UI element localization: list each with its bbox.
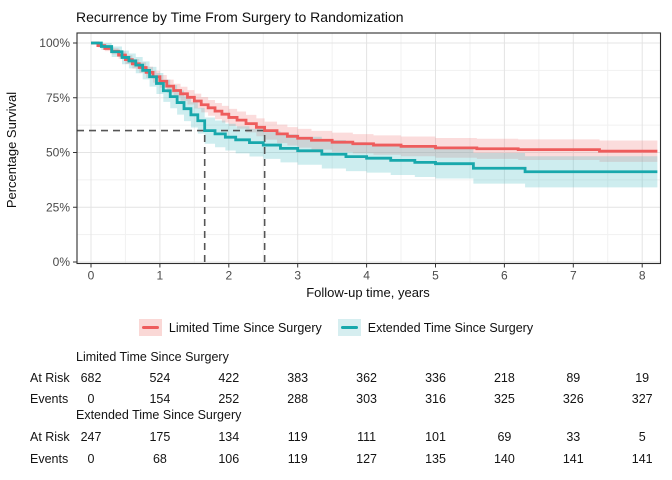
x-axis-title: Follow-up time, years <box>306 285 430 300</box>
risk-value: 303 <box>356 392 378 406</box>
legend-label-limited: Limited Time Since Surgery <box>168 320 322 335</box>
risk-value: 135 <box>425 452 446 466</box>
risk-value: 218 <box>493 371 515 385</box>
risk-value: 288 <box>287 392 309 406</box>
risk-value: 175 <box>149 430 171 444</box>
risk-value: 141 <box>631 452 653 466</box>
km-step-line <box>91 41 658 153</box>
risk-value: 252 <box>218 392 240 406</box>
median-guide-lines <box>77 129 266 262</box>
risk-value: 89 <box>566 371 581 385</box>
legend-item-limited: Limited Time Since Surgery <box>138 319 322 336</box>
legend-item-extended: Extended Time Since Surgery <box>337 319 534 336</box>
km-step-line <box>91 41 658 174</box>
risk-value: 127 <box>356 452 378 466</box>
risk-value: 111 <box>357 430 377 444</box>
risk-value: 119 <box>287 430 308 444</box>
risk-value: 0 <box>87 452 95 466</box>
risk-value: 422 <box>218 371 240 385</box>
y-tick-label: 75% <box>46 91 70 105</box>
risk-value: 336 <box>425 371 446 385</box>
x-tick-label: 3 <box>294 269 301 283</box>
risk-value: 326 <box>562 392 584 406</box>
risk-value: 141 <box>562 452 584 466</box>
x-tick-label: 5 <box>432 269 439 283</box>
y-tick-label: 50% <box>46 146 70 160</box>
x-tick-label: 7 <box>570 269 577 283</box>
risk-value: 682 <box>80 371 102 385</box>
risk-value: 140 <box>493 452 515 466</box>
x-tick-label: 4 <box>363 269 370 283</box>
page-title: Recurrence by Time From Surgery to Rando… <box>76 9 404 25</box>
x-tick-label: 8 <box>639 269 646 283</box>
risk-row-label: At Risk <box>30 371 70 385</box>
x-tick-label: 6 <box>501 269 508 283</box>
axis-ticks-labels: 0 1 2 3 4 5 6 7 8 0% 25% 50% 75% 100% <box>39 36 646 283</box>
y-tick-label: 25% <box>46 200 70 214</box>
risk-value: 106 <box>218 452 240 466</box>
survival-curves <box>91 41 658 174</box>
gridlines-minor <box>77 33 661 264</box>
risk-value: 134 <box>218 430 240 444</box>
risk-value: 247 <box>80 430 102 444</box>
risk-value: 19 <box>635 371 650 385</box>
risk-value: 0 <box>87 392 95 406</box>
km-chart: 0 1 2 3 4 5 6 7 8 0% 25% 50% 75% 100% Follow-up time,… <box>4 32 662 300</box>
risk-value: 101 <box>425 430 446 444</box>
gridlines-major <box>77 33 661 264</box>
panel-border <box>76 32 662 265</box>
risk-group-header: Limited Time Since Surgery <box>76 350 229 364</box>
risk-row-label: At Risk <box>30 430 70 444</box>
risk-row-label: Events <box>30 452 69 466</box>
y-axis-title: Percentage Survival <box>4 92 19 208</box>
risk-value: 327 <box>631 392 653 406</box>
risk-group-header: Extended Time Since Surgery <box>76 408 242 422</box>
legend-line-limited-icon <box>141 326 159 329</box>
risk-row-label: Events <box>30 392 69 406</box>
y-tick-label: 100% <box>39 36 70 50</box>
y-tick-label: 0% <box>53 255 71 269</box>
x-tick-label: 1 <box>157 269 164 283</box>
legend-line-extended-icon <box>340 326 358 329</box>
risk-value: 33 <box>566 430 581 444</box>
risk-value: 119 <box>287 452 308 466</box>
x-tick-label: 2 <box>225 269 232 283</box>
risk-value: 316 <box>425 392 446 406</box>
risk-value: 383 <box>287 371 309 385</box>
legend-label-extended: Extended Time Since Surgery <box>367 320 534 335</box>
risk-value: 362 <box>356 371 378 385</box>
risk-value: 69 <box>497 430 512 444</box>
risk-value: 524 <box>149 371 171 385</box>
legend: Limited Time Since Surgery Extended Time… <box>0 319 672 336</box>
legend-swatch-limited <box>138 319 162 336</box>
risk-value: 68 <box>152 452 167 466</box>
risk-value: 5 <box>638 430 646 444</box>
risk-value: 154 <box>149 392 171 406</box>
risk-value: 325 <box>493 392 515 406</box>
legend-swatch-extended <box>337 319 361 336</box>
x-tick-label: 0 <box>88 269 95 283</box>
